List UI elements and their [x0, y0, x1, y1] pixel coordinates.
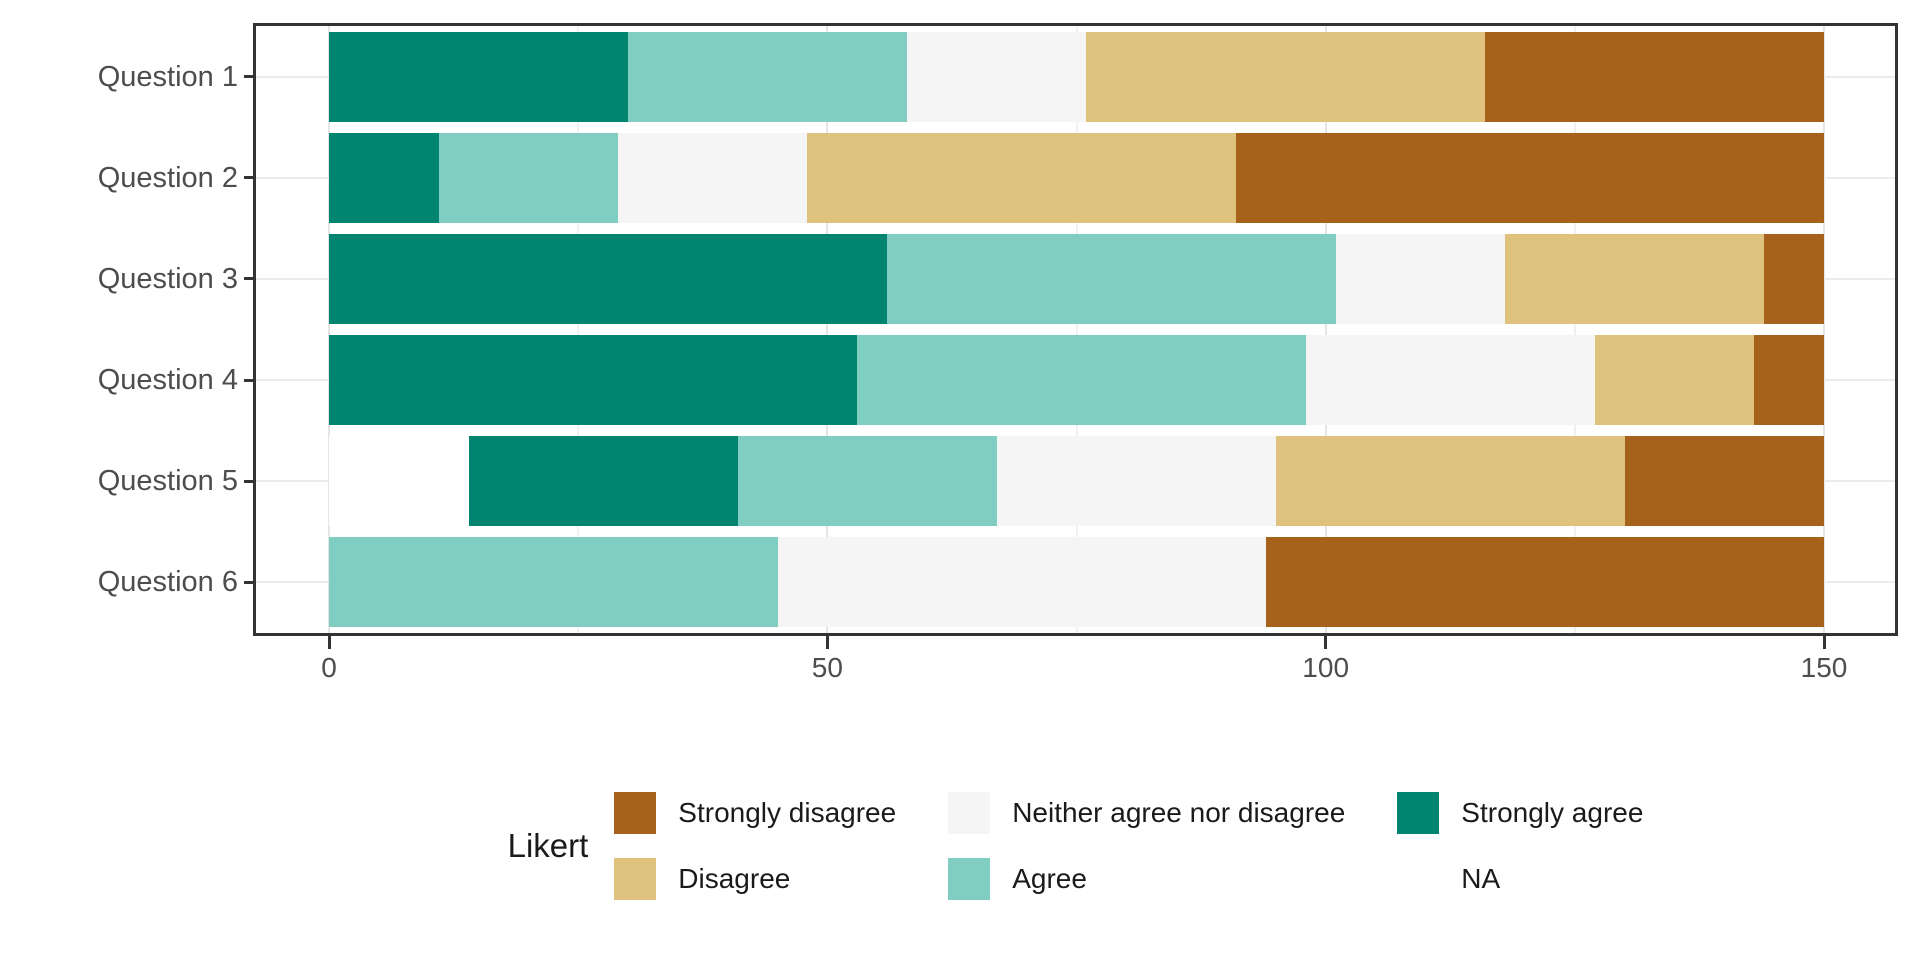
- x-axis-tick-label: 0: [321, 652, 337, 683]
- bar-segment: [329, 132, 439, 223]
- bar-segment: [1594, 335, 1755, 426]
- y-axis-tick: [244, 75, 253, 79]
- legend-column: Strongly disagree Disagree: [614, 792, 896, 900]
- bar-row-question-1: [329, 31, 1824, 122]
- gridline-x-0: [328, 26, 330, 633]
- x-axis-tick: [825, 636, 829, 649]
- bar-segment: [807, 132, 1236, 223]
- legend-swatch-icon: [614, 792, 657, 834]
- legend-swatch-icon: [614, 858, 657, 900]
- gridline-x-125: [1573, 26, 1576, 633]
- bar-segment: [329, 335, 858, 426]
- bar-row-question-6: [329, 537, 1824, 628]
- bar-segment: [329, 537, 778, 628]
- legend-item: Disagree: [614, 858, 896, 900]
- bar-row-question-4: [329, 335, 1824, 426]
- legend-item: Agree: [948, 858, 1345, 900]
- bar-segment: [1485, 31, 1824, 122]
- x-axis-tick: [1822, 636, 1826, 649]
- y-axis-tick: [244, 176, 253, 180]
- bar-segment: [329, 31, 628, 122]
- bar-segment: [329, 233, 888, 324]
- legend: Likert Strongly disagree Disagree Neither …: [253, 792, 1898, 900]
- legend-item: Neither agree nor disagree: [948, 792, 1345, 834]
- bar-segment: [1235, 132, 1824, 223]
- legend-title: Likert: [507, 827, 589, 864]
- bar-segment: [468, 436, 738, 527]
- bar-segment: [1265, 537, 1824, 628]
- legend-item: NA: [1397, 858, 1643, 900]
- legend-label: Disagree: [678, 863, 791, 894]
- legend-column: Strongly agree NA: [1397, 792, 1643, 900]
- bar-row-question-2: [329, 132, 1824, 223]
- bar-segment: [777, 537, 1266, 628]
- y-axis-label: Question 4: [97, 364, 238, 397]
- x-axis-tick-label: 150: [1800, 652, 1848, 683]
- x-axis-tick: [1324, 636, 1328, 649]
- legend-label: Agree: [1012, 863, 1087, 894]
- bar-segment: [329, 436, 469, 527]
- bar-segment: [907, 31, 1087, 122]
- bar-segment: [887, 233, 1336, 324]
- legend-item: Strongly agree: [1397, 792, 1643, 834]
- bar-row-question-3: [329, 233, 1824, 324]
- x-axis-tick-label: 100: [1302, 652, 1350, 683]
- y-axis-label: Question 2: [97, 161, 238, 194]
- y-axis-label: Question 5: [97, 465, 238, 498]
- legend-swatch-icon: [948, 792, 991, 834]
- legend-item: Strongly disagree: [614, 792, 896, 834]
- y-axis-tick: [244, 479, 253, 483]
- y-axis-tick: [244, 580, 253, 584]
- legend-swatch-icon: [1397, 858, 1440, 900]
- y-axis-label: Question 1: [97, 60, 238, 93]
- legend-label: NA: [1461, 863, 1501, 894]
- x-axis-tick-label: 50: [811, 652, 843, 683]
- bar-segment: [618, 132, 808, 223]
- bar-segment: [857, 335, 1306, 426]
- y-axis-tick: [244, 378, 253, 382]
- gridline-x-50: [826, 26, 829, 633]
- bar-segment: [996, 436, 1276, 527]
- bar-segment: [1275, 436, 1625, 527]
- bar-segment: [1335, 233, 1506, 324]
- bar-segment: [1624, 436, 1824, 527]
- gridline-x-100: [1324, 26, 1327, 633]
- gridline-x-25: [577, 26, 580, 633]
- legend-columns: Strongly disagree Disagree Neither agree n…: [614, 792, 1643, 900]
- gridline-x-150: [1823, 26, 1825, 633]
- y-axis-label: Question 3: [97, 262, 238, 295]
- bar-segment: [1754, 335, 1824, 426]
- y-axis-tick: [244, 277, 253, 281]
- bar-segment: [1305, 335, 1595, 426]
- bar-row-question-5: [329, 436, 1824, 527]
- plot-panel: [253, 23, 1898, 636]
- legend-swatch-icon: [948, 858, 991, 900]
- bar-segment: [737, 436, 997, 527]
- bar-segment: [438, 132, 619, 223]
- x-axis-tick: [327, 636, 331, 649]
- legend-label: Strongly disagree: [678, 797, 897, 828]
- bar-segment: [628, 31, 908, 122]
- legend-column: Neither agree nor disagree Agree: [948, 792, 1345, 900]
- legend-label: Neither agree nor disagree: [1012, 797, 1346, 828]
- gridline-x-75: [1075, 26, 1078, 633]
- legend-label: Strongly agree: [1461, 797, 1644, 828]
- bar-segment: [1505, 233, 1765, 324]
- bar-segment: [1764, 233, 1824, 324]
- y-axis-label: Question 6: [97, 566, 238, 599]
- bar-segment: [1086, 31, 1486, 122]
- legend-swatch-icon: [1397, 792, 1440, 834]
